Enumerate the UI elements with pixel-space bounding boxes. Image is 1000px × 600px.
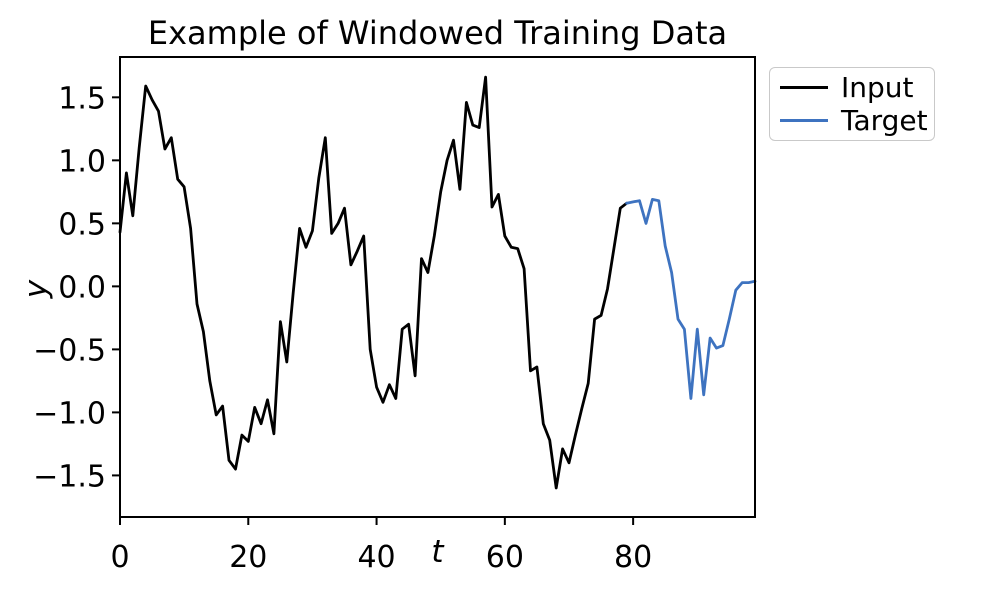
x-tick-label: 20 <box>229 540 267 575</box>
x-tick-label: 40 <box>357 540 395 575</box>
y-tick-label: 0.5 <box>58 207 106 242</box>
target-line <box>625 197 757 400</box>
x-tick-label: 60 <box>486 540 524 575</box>
x-tick-label: 0 <box>110 540 129 575</box>
y-axis-ticks: −1.5 −1.0 −0.5 0.0 0.5 1.0 1.5 <box>33 81 120 494</box>
legend: Input Target <box>769 67 935 141</box>
target-line-sample <box>780 118 828 123</box>
x-axis-label: t <box>431 534 444 570</box>
legend-label-target: Target <box>841 103 928 137</box>
y-tick-label: −1.5 <box>33 459 106 494</box>
axes-frame <box>119 56 756 518</box>
x-axis-ticks: 0 20 40 60 80 <box>110 517 652 575</box>
y-axis-label: y <box>18 279 54 299</box>
chart-title: Example of Windowed Training Data <box>147 14 728 52</box>
legend-item-target: Target <box>770 104 934 137</box>
legend-item-input: Input <box>770 71 934 104</box>
x-tick-label: 80 <box>614 540 652 575</box>
input-line <box>118 75 629 490</box>
legend-label-input: Input <box>841 70 914 104</box>
y-tick-label: −1.0 <box>33 396 106 431</box>
y-tick-label: 1.5 <box>58 81 106 116</box>
y-tick-label: −0.5 <box>33 333 106 368</box>
y-tick-label: 0.0 <box>58 270 106 305</box>
y-tick-label: 1.0 <box>58 144 106 179</box>
input-line-sample <box>780 85 828 90</box>
